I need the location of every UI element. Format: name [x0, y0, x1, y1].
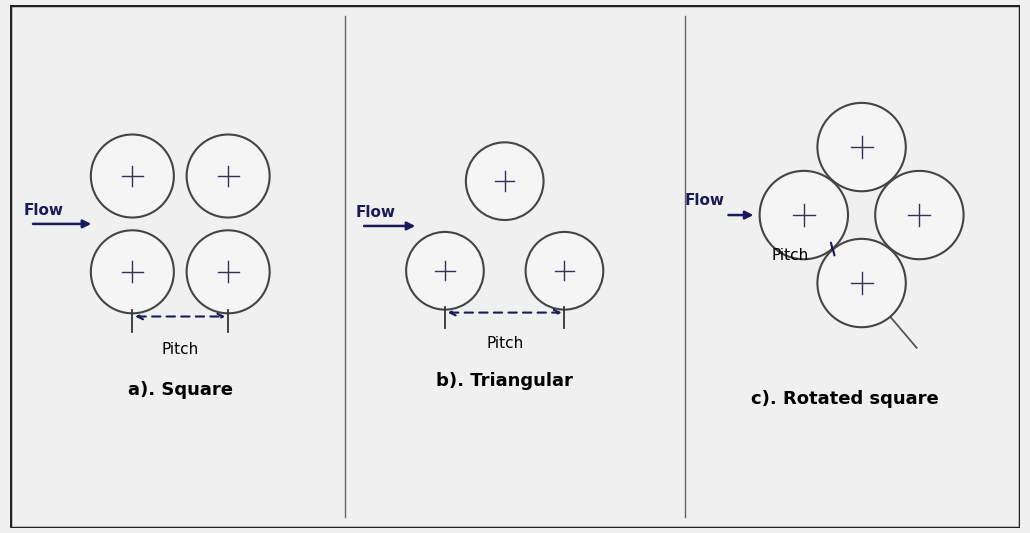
Text: Pitch: Pitch	[162, 342, 199, 357]
Text: Flow: Flow	[685, 193, 725, 208]
Circle shape	[759, 171, 848, 259]
Text: Pitch: Pitch	[486, 336, 523, 351]
Text: Flow: Flow	[24, 203, 64, 217]
Circle shape	[186, 134, 270, 217]
Circle shape	[406, 232, 484, 310]
Text: b). Triangular: b). Triangular	[437, 372, 573, 390]
Circle shape	[818, 103, 905, 191]
Text: Flow: Flow	[355, 205, 396, 220]
Circle shape	[466, 142, 544, 220]
Circle shape	[91, 230, 174, 313]
Circle shape	[91, 134, 174, 217]
Text: c). Rotated square: c). Rotated square	[751, 390, 938, 408]
Circle shape	[525, 232, 604, 310]
Circle shape	[876, 171, 964, 259]
Text: a). Square: a). Square	[128, 381, 233, 399]
Circle shape	[818, 239, 905, 327]
Circle shape	[186, 230, 270, 313]
Text: Pitch: Pitch	[771, 248, 809, 263]
